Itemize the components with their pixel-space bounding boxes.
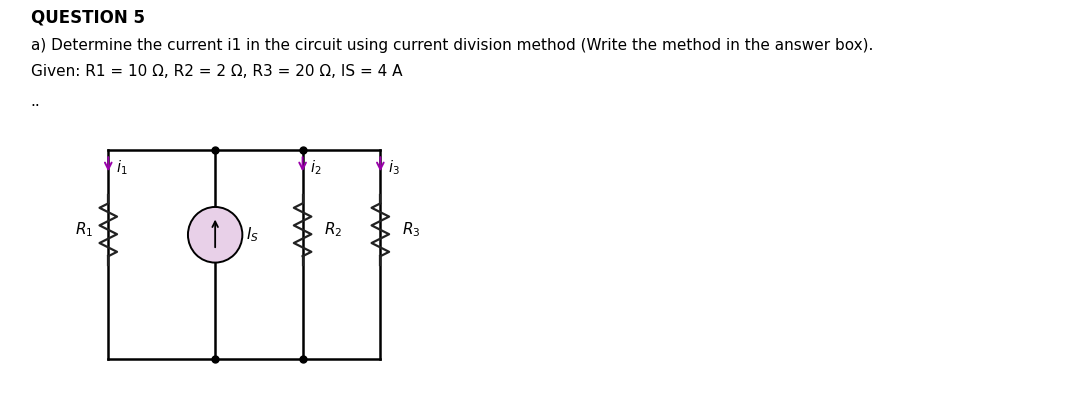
Text: $R_3$: $R_3$	[402, 220, 421, 239]
Text: a) Determine the current i1 in the circuit using current division method (Write : a) Determine the current i1 in the circu…	[30, 38, 873, 53]
Text: $R_2$: $R_2$	[324, 220, 343, 239]
Text: QUESTION 5: QUESTION 5	[30, 9, 145, 26]
Text: $i_2$: $i_2$	[310, 158, 322, 177]
Text: Given: R1 = 10 Ω, R2 = 2 Ω, R3 = 20 Ω, IS = 4 A: Given: R1 = 10 Ω, R2 = 2 Ω, R3 = 20 Ω, I…	[30, 64, 402, 79]
Text: $R_1$: $R_1$	[75, 220, 93, 239]
Text: $i_3$: $i_3$	[388, 158, 400, 177]
Text: ..: ..	[30, 94, 40, 109]
Text: $I_S$: $I_S$	[246, 226, 259, 244]
Circle shape	[188, 207, 242, 262]
Text: $i_1$: $i_1$	[116, 158, 128, 177]
